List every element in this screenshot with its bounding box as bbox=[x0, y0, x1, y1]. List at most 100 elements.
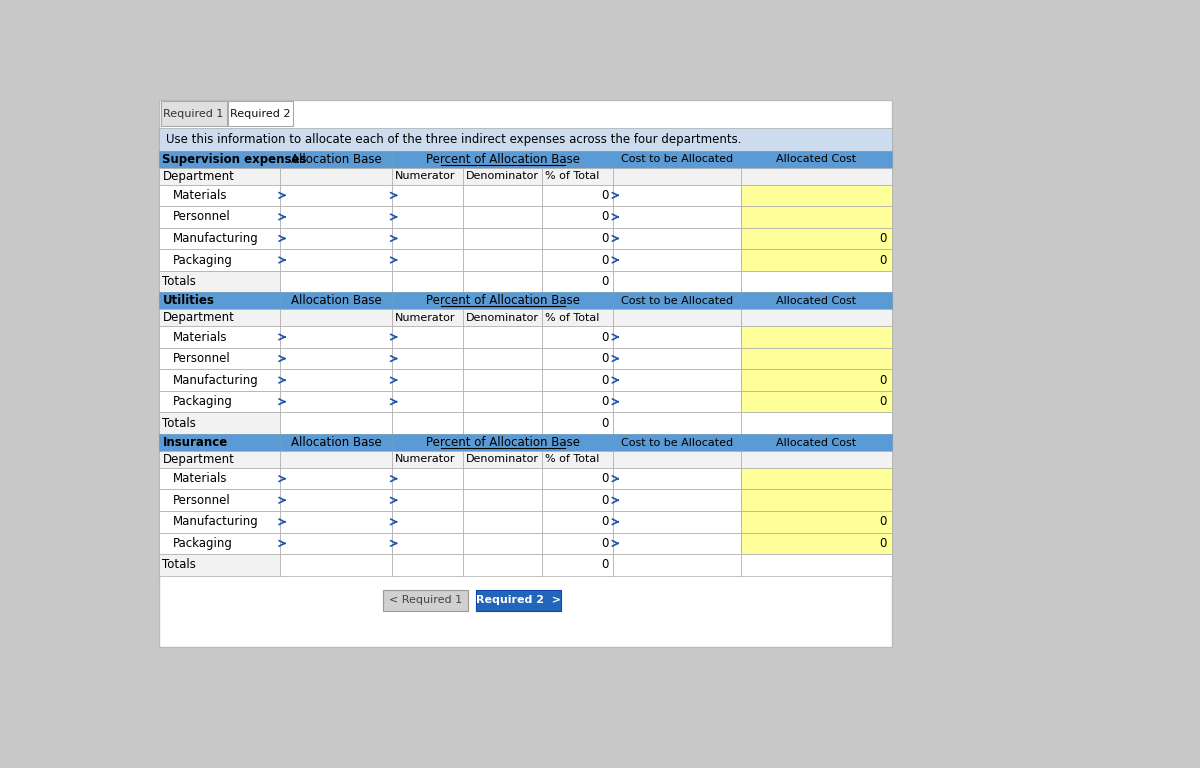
Bar bbox=[613, 369, 740, 391]
Bar bbox=[160, 326, 281, 348]
Bar bbox=[391, 293, 613, 310]
Text: 0: 0 bbox=[878, 515, 887, 528]
Text: Packaging: Packaging bbox=[173, 537, 233, 550]
Text: Denominator: Denominator bbox=[466, 313, 539, 323]
Bar bbox=[160, 451, 281, 468]
Bar bbox=[391, 412, 463, 434]
Text: Allocated Cost: Allocated Cost bbox=[776, 438, 857, 448]
Bar bbox=[463, 511, 542, 532]
Text: Denominator: Denominator bbox=[466, 171, 539, 181]
Text: 0: 0 bbox=[878, 253, 887, 266]
Bar bbox=[740, 151, 893, 167]
Bar bbox=[613, 250, 740, 271]
Bar bbox=[613, 451, 740, 468]
Bar bbox=[542, 451, 613, 468]
Bar bbox=[613, 554, 740, 576]
Bar bbox=[281, 184, 392, 206]
Text: Allocated Cost: Allocated Cost bbox=[776, 154, 857, 164]
Bar bbox=[740, 369, 893, 391]
Bar bbox=[613, 326, 740, 348]
Text: Numerator: Numerator bbox=[395, 171, 456, 181]
Text: Cost to be Allocated: Cost to be Allocated bbox=[620, 154, 733, 164]
Bar bbox=[281, 326, 392, 348]
Bar bbox=[281, 489, 392, 511]
Bar bbox=[463, 326, 542, 348]
Bar bbox=[391, 554, 463, 576]
Bar bbox=[160, 348, 281, 369]
Bar bbox=[161, 101, 227, 126]
Text: 0: 0 bbox=[878, 232, 887, 245]
Bar bbox=[542, 468, 613, 489]
Text: % of Total: % of Total bbox=[545, 171, 600, 181]
Bar bbox=[391, 271, 463, 293]
Bar bbox=[463, 227, 542, 250]
Bar bbox=[391, 434, 613, 451]
Text: Packaging: Packaging bbox=[173, 253, 233, 266]
Text: Cost to be Allocated: Cost to be Allocated bbox=[620, 296, 733, 306]
Text: Required 2  >: Required 2 > bbox=[475, 595, 560, 605]
Bar bbox=[281, 348, 392, 369]
Text: Personnel: Personnel bbox=[173, 352, 230, 365]
Bar bbox=[391, 310, 463, 326]
Bar bbox=[160, 434, 281, 451]
Bar bbox=[613, 511, 740, 532]
Text: Packaging: Packaging bbox=[173, 396, 233, 409]
Bar bbox=[281, 206, 392, 227]
Bar bbox=[281, 451, 392, 468]
Bar bbox=[160, 100, 893, 647]
Bar bbox=[391, 151, 613, 167]
Bar bbox=[740, 293, 893, 310]
Bar bbox=[740, 326, 893, 348]
Bar bbox=[542, 206, 613, 227]
Text: Insurance: Insurance bbox=[162, 436, 228, 449]
Bar bbox=[542, 326, 613, 348]
Text: Materials: Materials bbox=[173, 472, 228, 485]
Bar bbox=[740, 532, 893, 554]
Text: Department: Department bbox=[162, 311, 234, 324]
Text: 0: 0 bbox=[601, 210, 608, 223]
Bar bbox=[281, 412, 392, 434]
Text: 0: 0 bbox=[601, 232, 608, 245]
Bar bbox=[463, 310, 542, 326]
Text: Utilities: Utilities bbox=[162, 294, 215, 307]
Bar bbox=[391, 369, 463, 391]
Text: Totals: Totals bbox=[162, 558, 197, 571]
Text: 0: 0 bbox=[601, 558, 608, 571]
Bar bbox=[463, 250, 542, 271]
Bar bbox=[542, 511, 613, 532]
Text: Cost to be Allocated: Cost to be Allocated bbox=[620, 438, 733, 448]
Bar bbox=[160, 532, 281, 554]
Bar bbox=[463, 554, 542, 576]
Text: Manufacturing: Manufacturing bbox=[173, 515, 259, 528]
Text: Percent of Allocation Base: Percent of Allocation Base bbox=[426, 294, 580, 307]
Bar bbox=[542, 250, 613, 271]
Bar bbox=[613, 489, 740, 511]
Bar bbox=[463, 451, 542, 468]
Bar bbox=[740, 434, 893, 451]
Bar bbox=[391, 227, 463, 250]
Bar bbox=[160, 184, 281, 206]
Text: 0: 0 bbox=[601, 515, 608, 528]
Bar bbox=[542, 412, 613, 434]
Text: Supervision expenses: Supervision expenses bbox=[162, 153, 307, 166]
Bar bbox=[613, 391, 740, 412]
Bar bbox=[542, 554, 613, 576]
Text: 0: 0 bbox=[601, 352, 608, 365]
Text: 0: 0 bbox=[878, 374, 887, 386]
Text: 0: 0 bbox=[601, 189, 608, 202]
Bar bbox=[463, 489, 542, 511]
Text: Totals: Totals bbox=[162, 275, 197, 288]
Text: Numerator: Numerator bbox=[395, 313, 456, 323]
Bar bbox=[613, 271, 740, 293]
Bar bbox=[613, 151, 740, 167]
Bar bbox=[740, 348, 893, 369]
Bar bbox=[160, 250, 281, 271]
Bar bbox=[281, 271, 392, 293]
Text: Allocated Cost: Allocated Cost bbox=[776, 296, 857, 306]
Bar bbox=[463, 369, 542, 391]
Bar bbox=[740, 167, 893, 184]
Bar bbox=[281, 554, 392, 576]
Bar bbox=[160, 206, 281, 227]
Text: 0: 0 bbox=[601, 494, 608, 507]
Bar bbox=[391, 250, 463, 271]
